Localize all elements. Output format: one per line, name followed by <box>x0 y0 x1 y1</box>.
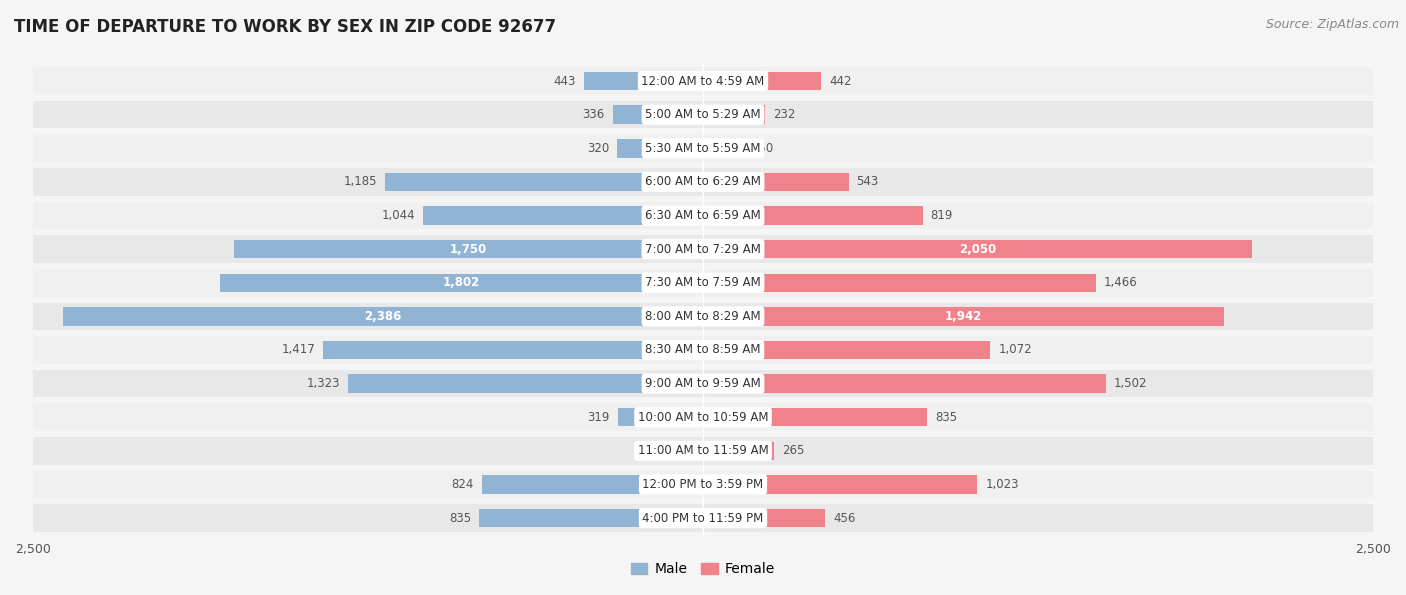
Text: 835: 835 <box>449 512 471 525</box>
Bar <box>672 441 703 460</box>
Text: 1,072: 1,072 <box>998 343 1032 356</box>
Bar <box>233 240 703 258</box>
Bar <box>385 173 703 191</box>
Text: 1,323: 1,323 <box>307 377 340 390</box>
Text: 8:30 AM to 8:59 AM: 8:30 AM to 8:59 AM <box>645 343 761 356</box>
Text: 8:00 AM to 8:29 AM: 8:00 AM to 8:29 AM <box>645 310 761 323</box>
Bar <box>63 307 703 325</box>
Bar <box>703 72 821 90</box>
Bar <box>32 471 1374 498</box>
Text: 1,802: 1,802 <box>443 276 479 289</box>
Text: 265: 265 <box>782 444 804 458</box>
Bar <box>349 374 703 393</box>
Legend: Male, Female: Male, Female <box>626 557 780 582</box>
Bar <box>585 72 703 90</box>
Text: 12:00 AM to 4:59 AM: 12:00 AM to 4:59 AM <box>641 74 765 87</box>
Text: 11:00 AM to 11:59 AM: 11:00 AM to 11:59 AM <box>638 444 768 458</box>
Bar <box>219 274 703 292</box>
Bar <box>613 105 703 124</box>
Bar <box>32 67 1374 95</box>
Bar <box>703 475 977 494</box>
Bar <box>32 437 1374 465</box>
Bar <box>423 206 703 225</box>
Text: 5:30 AM to 5:59 AM: 5:30 AM to 5:59 AM <box>645 142 761 155</box>
Bar <box>703 441 775 460</box>
Text: 443: 443 <box>554 74 576 87</box>
Bar <box>703 105 765 124</box>
Bar <box>703 173 849 191</box>
Text: 336: 336 <box>582 108 605 121</box>
Text: 320: 320 <box>586 142 609 155</box>
Bar <box>32 168 1374 196</box>
Bar <box>703 240 1253 258</box>
Text: 819: 819 <box>931 209 953 222</box>
Text: 1,466: 1,466 <box>1104 276 1137 289</box>
Text: 1,750: 1,750 <box>450 243 486 256</box>
Text: 835: 835 <box>935 411 957 424</box>
Text: 9:00 AM to 9:59 AM: 9:00 AM to 9:59 AM <box>645 377 761 390</box>
Text: 1,044: 1,044 <box>381 209 415 222</box>
Text: TIME OF DEPARTURE TO WORK BY SEX IN ZIP CODE 92677: TIME OF DEPARTURE TO WORK BY SEX IN ZIP … <box>14 18 557 36</box>
Text: 232: 232 <box>773 108 796 121</box>
Bar <box>703 307 1223 325</box>
Text: 114: 114 <box>643 444 665 458</box>
Bar <box>703 509 825 527</box>
Text: 7:00 AM to 7:29 AM: 7:00 AM to 7:29 AM <box>645 243 761 256</box>
Text: 543: 543 <box>856 176 879 189</box>
Bar <box>32 236 1374 263</box>
Bar <box>323 341 703 359</box>
Text: 1,942: 1,942 <box>945 310 981 323</box>
Text: 6:00 AM to 6:29 AM: 6:00 AM to 6:29 AM <box>645 176 761 189</box>
Bar <box>32 202 1374 229</box>
Text: 442: 442 <box>830 74 852 87</box>
Text: 150: 150 <box>751 142 773 155</box>
Text: 10:00 AM to 10:59 AM: 10:00 AM to 10:59 AM <box>638 411 768 424</box>
Bar <box>32 370 1374 397</box>
Bar <box>703 274 1095 292</box>
Text: 824: 824 <box>451 478 474 491</box>
Bar <box>617 139 703 158</box>
Bar <box>32 336 1374 364</box>
Text: 1,023: 1,023 <box>986 478 1019 491</box>
Text: 5:00 AM to 5:29 AM: 5:00 AM to 5:29 AM <box>645 108 761 121</box>
Bar <box>32 403 1374 431</box>
Bar <box>703 408 927 427</box>
Text: 4:00 PM to 11:59 PM: 4:00 PM to 11:59 PM <box>643 512 763 525</box>
Bar <box>32 505 1374 532</box>
Text: 12:00 PM to 3:59 PM: 12:00 PM to 3:59 PM <box>643 478 763 491</box>
Bar <box>703 139 744 158</box>
Bar <box>482 475 703 494</box>
Bar <box>617 408 703 427</box>
Text: 2,050: 2,050 <box>959 243 997 256</box>
Text: 456: 456 <box>834 512 856 525</box>
Bar <box>32 134 1374 162</box>
Text: 7:30 AM to 7:59 AM: 7:30 AM to 7:59 AM <box>645 276 761 289</box>
Bar <box>703 374 1105 393</box>
Text: Source: ZipAtlas.com: Source: ZipAtlas.com <box>1265 18 1399 31</box>
Bar <box>32 303 1374 330</box>
Text: 2,386: 2,386 <box>364 310 402 323</box>
Text: 1,502: 1,502 <box>1114 377 1147 390</box>
Bar <box>703 341 990 359</box>
Text: 319: 319 <box>588 411 609 424</box>
Bar <box>32 101 1374 129</box>
Text: 1,185: 1,185 <box>344 176 377 189</box>
Text: 6:30 AM to 6:59 AM: 6:30 AM to 6:59 AM <box>645 209 761 222</box>
Text: 1,417: 1,417 <box>281 343 315 356</box>
Bar <box>703 206 922 225</box>
Bar <box>32 269 1374 296</box>
Bar <box>479 509 703 527</box>
